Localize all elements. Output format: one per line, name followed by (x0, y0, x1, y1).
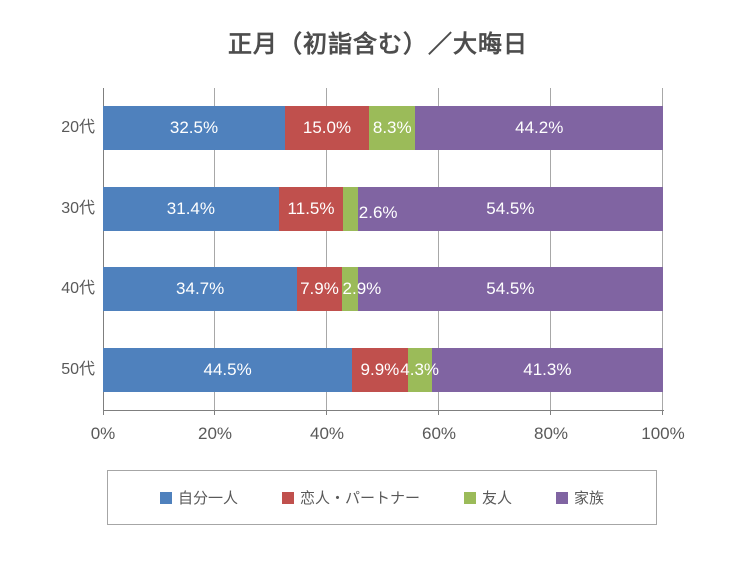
gridline (326, 88, 327, 410)
x-tick-label: 60% (421, 424, 457, 443)
x-axis-tick (326, 410, 327, 415)
bar-segment (103, 347, 353, 392)
legend-marker-icon (281, 491, 294, 504)
legend-label: 友人 (482, 490, 513, 507)
bar-segment-label: 31.4% (166, 198, 216, 218)
bar-segment-label: 41.3% (523, 359, 572, 379)
bar-segment (431, 347, 663, 392)
bar-row: 44.5% 9.9% 4.3% 41.3% (103, 347, 663, 392)
bar-row: 31.4% 11.5% 2.6% 54.5% (103, 186, 663, 231)
legend-label: 恋人・パートナー (299, 490, 420, 507)
x-axis-tick (103, 410, 104, 415)
x-tick-label: 40% (309, 424, 345, 443)
legend-label: 自分一人 (177, 490, 238, 507)
legend-marker-icon (159, 491, 172, 504)
x-axis-line (103, 410, 664, 411)
bar-segment (352, 347, 408, 392)
x-tick-label: 20% (197, 424, 233, 443)
x-tick-label: 80% (533, 424, 569, 443)
bar-segment (103, 267, 298, 312)
legend: 自分一人 恋人・パートナー 友人 家族 (107, 470, 657, 525)
gridline (214, 88, 215, 410)
bar-segment (341, 267, 358, 312)
bar-segment-label: 4.3% (400, 359, 440, 379)
x-tick-label: 0% (90, 424, 116, 443)
bar-segment (103, 106, 285, 151)
bar-segment-label: 15.0% (302, 118, 352, 138)
legend-item: 家族 (556, 487, 604, 508)
gridline (438, 88, 439, 410)
bar-segment (297, 267, 342, 312)
legend-item: 恋人・パートナー (281, 487, 420, 508)
category-label: 50代 (61, 360, 95, 378)
category-label: 20代 (61, 119, 95, 137)
bar-segment (285, 106, 369, 151)
x-axis-tick (214, 410, 215, 415)
bar-segment (369, 106, 416, 151)
bar-segment-label: 54.5% (486, 279, 535, 299)
bar-segment-label: 44.5% (203, 359, 252, 379)
gridline (662, 88, 663, 410)
legend-marker-icon (556, 491, 569, 504)
plot-area: 32.5% 15.0% 8.3% 44.2% 31.4% 11.5% 2.6% 54.5% 34… (103, 88, 664, 415)
legend-label: 家族 (574, 490, 605, 507)
y-axis-line (103, 88, 104, 414)
bar-segment-label: 9.9% (360, 359, 400, 379)
bar-segment-label: 2.6% (358, 202, 398, 222)
bar-segment-label: 8.3% (372, 118, 412, 138)
bar-segment-label: 54.5% (486, 198, 535, 218)
x-tick-label: 100% (641, 424, 685, 443)
bar-segment (407, 347, 432, 392)
category-label: 30代 (61, 199, 95, 217)
legend-item: 自分一人 (159, 487, 238, 508)
bar-segment (415, 106, 663, 151)
legend-item: 友人 (464, 487, 512, 508)
x-axis-tick (550, 410, 551, 415)
bar-segment-label: 32.5% (169, 118, 219, 138)
bar-segment-label: 2.9% (342, 279, 382, 299)
bar-segment-label: 44.2% (515, 118, 564, 138)
bar-segment (278, 186, 344, 231)
legend-marker-icon (464, 491, 476, 504)
x-axis-tick (438, 410, 439, 415)
bar-segment (357, 267, 663, 312)
bar-row: 34.7% 7.9% 2.9% 54.5% (103, 267, 663, 312)
bar-segment (357, 186, 663, 231)
x-axis-tick (662, 410, 663, 415)
bar-segment (343, 186, 358, 231)
bar-segment-label: 7.9% (300, 279, 339, 299)
category-label: 40代 (61, 280, 95, 298)
bar-row: 32.5% 15.0% 8.3% 44.2% (103, 106, 663, 151)
chart-title: 正月（初詣含む）／大晦日 (228, 31, 528, 58)
bar-segment-label: 34.7% (176, 279, 225, 299)
bar-segment (103, 186, 279, 231)
gridline (550, 88, 551, 410)
bar-segment-label: 11.5% (287, 198, 335, 218)
